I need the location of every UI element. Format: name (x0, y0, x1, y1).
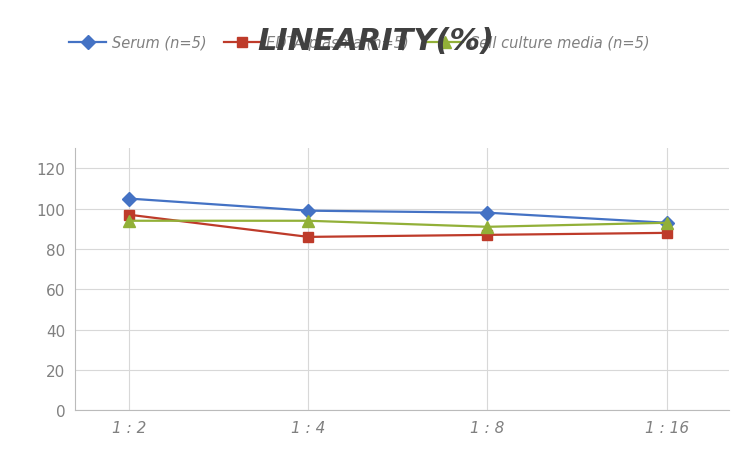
Legend: Serum (n=5), EDTA plasma (n=5), Cell culture media (n=5): Serum (n=5), EDTA plasma (n=5), Cell cul… (69, 36, 649, 51)
Serum (n=5) (663, 221, 672, 226)
Cell culture media (n=5) (125, 219, 134, 224)
Cell culture media (n=5) (304, 219, 313, 224)
Serum (n=5) (483, 211, 492, 216)
EDTA plasma (n=5) (125, 212, 134, 218)
Text: LINEARITY(%): LINEARITY(%) (257, 27, 495, 56)
EDTA plasma (n=5) (663, 230, 672, 236)
Cell culture media (n=5) (663, 221, 672, 226)
Serum (n=5) (304, 208, 313, 214)
EDTA plasma (n=5) (304, 235, 313, 240)
Serum (n=5) (125, 197, 134, 202)
Cell culture media (n=5) (483, 225, 492, 230)
Line: EDTA plasma (n=5): EDTA plasma (n=5) (124, 210, 672, 242)
Line: Serum (n=5): Serum (n=5) (124, 194, 672, 228)
Line: Cell culture media (n=5): Cell culture media (n=5) (123, 216, 672, 233)
EDTA plasma (n=5) (483, 233, 492, 238)
